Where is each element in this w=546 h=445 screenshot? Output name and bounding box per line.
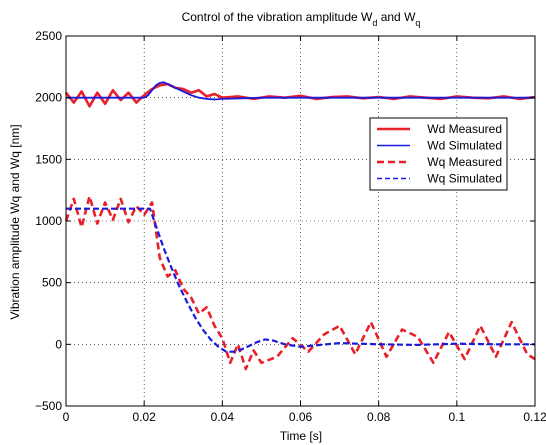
y-tick-label: 2500 bbox=[35, 29, 62, 43]
legend-label: Wq Simulated bbox=[427, 172, 502, 186]
legend: Wd Measured Wd Simulated Wq Measured Wq Sim… bbox=[369, 117, 508, 191]
series-line-wq-simulated bbox=[66, 207, 535, 353]
x-tick-label: 0.04 bbox=[211, 410, 235, 424]
x-tick-label: 0.06 bbox=[289, 410, 313, 424]
series-line-wq-measured bbox=[64, 195, 536, 371]
x-axis-label: Time [s] bbox=[280, 429, 322, 443]
x-tick-label: 0.02 bbox=[132, 410, 156, 424]
x-tick-label: 0.08 bbox=[367, 410, 391, 424]
x-tick-label: 0 bbox=[63, 410, 70, 424]
y-tick-label: 2000 bbox=[35, 91, 62, 105]
y-tick-label: 1000 bbox=[35, 214, 62, 228]
y-axis-label: Vibration amplitude Wq and Wq [nm] bbox=[8, 124, 22, 319]
legend-label: Wd Simulated bbox=[427, 139, 502, 153]
chart-title: Control of the vibration amplitude Wd an… bbox=[182, 10, 421, 28]
y-tick-label: 1500 bbox=[35, 152, 62, 166]
series-line-wd-simulated bbox=[66, 81, 535, 101]
y-tick-label: 0 bbox=[55, 337, 62, 351]
x-tick-label: 0.1 bbox=[448, 410, 465, 424]
y-tick-label: 500 bbox=[42, 276, 62, 290]
legend-label: Wq Measured bbox=[427, 155, 502, 169]
y-tick-label: −500 bbox=[35, 399, 62, 413]
plot-area: 0 0.02 0.04 0.06 0.08 0.1 0.12−500050010001500… bbox=[35, 29, 546, 424]
legend-label: Wd Measured bbox=[427, 122, 502, 136]
x-tick-label: 0.12 bbox=[523, 410, 546, 424]
